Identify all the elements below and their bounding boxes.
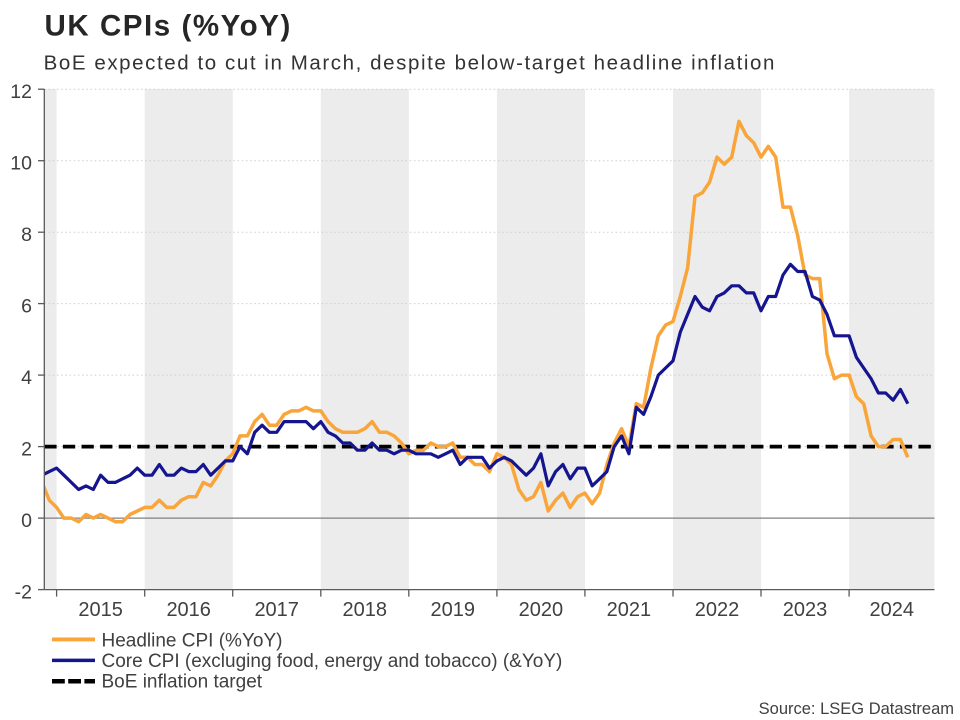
svg-text:2022: 2022 [695, 599, 740, 621]
svg-text:2: 2 [21, 438, 32, 460]
svg-text:Core CPI (excluging food, ener: Core CPI (excluging food, energy and tob… [102, 651, 563, 672]
svg-text:10: 10 [10, 153, 32, 175]
svg-text:BoE inflation target: BoE inflation target [102, 672, 263, 693]
svg-text:2018: 2018 [343, 599, 388, 621]
svg-text:2021: 2021 [607, 599, 652, 621]
svg-text:12: 12 [10, 81, 32, 103]
svg-text:2017: 2017 [254, 599, 299, 621]
svg-text:4: 4 [21, 367, 32, 389]
svg-text:UK CPIs (%YoY): UK CPIs (%YoY) [45, 10, 292, 43]
svg-text:2023: 2023 [783, 599, 828, 621]
svg-text:6: 6 [21, 295, 32, 317]
svg-text:2016: 2016 [166, 599, 211, 621]
svg-text:-2: -2 [15, 581, 32, 603]
svg-text:2019: 2019 [431, 599, 476, 621]
svg-text:2024: 2024 [870, 599, 915, 621]
svg-text:8: 8 [21, 224, 32, 246]
svg-text:2015: 2015 [78, 599, 123, 621]
svg-text:2020: 2020 [519, 599, 564, 621]
svg-text:BoE expected to cut in March,: BoE expected to cut in March, despite be… [44, 52, 776, 75]
svg-text:Headline CPI (%YoY): Headline CPI (%YoY) [102, 631, 283, 652]
svg-text:0: 0 [21, 510, 32, 532]
svg-text:Source: LSEG Datastream: Source: LSEG Datastream [759, 700, 954, 718]
